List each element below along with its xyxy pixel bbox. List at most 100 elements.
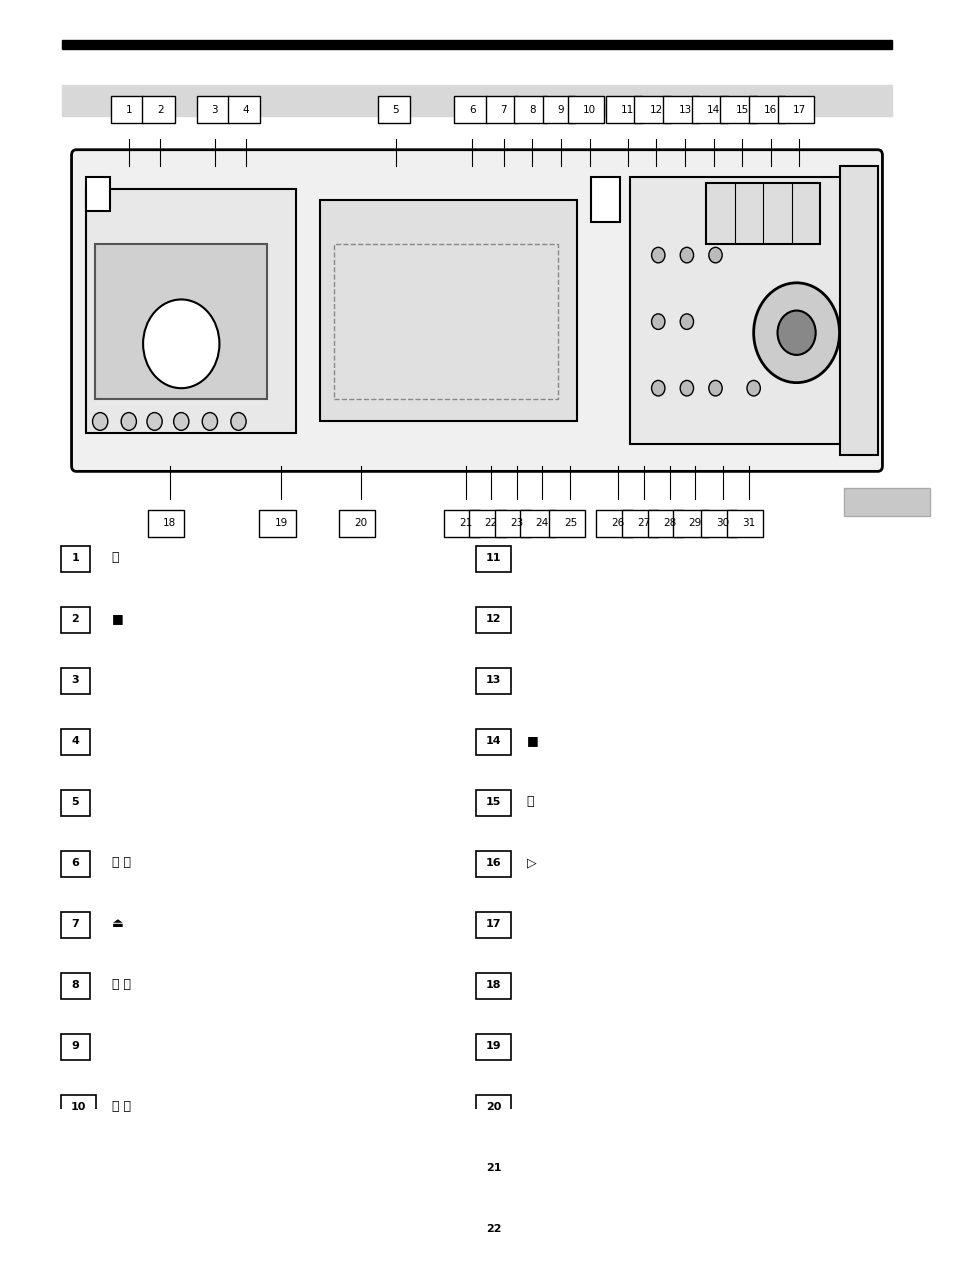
Bar — [629, 177, 858, 443]
Text: 9: 9 — [71, 1041, 79, 1051]
FancyBboxPatch shape — [476, 1094, 511, 1121]
FancyBboxPatch shape — [514, 97, 546, 124]
Text: 14: 14 — [706, 104, 720, 115]
FancyBboxPatch shape — [476, 851, 511, 878]
Text: ■: ■ — [526, 734, 537, 748]
Text: 22: 22 — [484, 519, 497, 529]
Text: ⏸: ⏸ — [526, 795, 534, 809]
FancyBboxPatch shape — [596, 510, 632, 536]
Circle shape — [746, 381, 760, 396]
Text: 16: 16 — [763, 104, 777, 115]
Text: 18: 18 — [163, 519, 176, 529]
FancyBboxPatch shape — [61, 668, 90, 694]
FancyBboxPatch shape — [469, 510, 505, 536]
Text: 8: 8 — [71, 980, 79, 990]
FancyBboxPatch shape — [548, 510, 584, 536]
FancyBboxPatch shape — [605, 97, 641, 124]
Circle shape — [651, 247, 664, 262]
Text: 29: 29 — [687, 519, 700, 529]
FancyBboxPatch shape — [485, 97, 517, 124]
FancyBboxPatch shape — [148, 510, 184, 536]
Text: 13: 13 — [485, 675, 501, 685]
Text: 2: 2 — [71, 614, 79, 624]
Text: 15: 15 — [485, 796, 501, 806]
Text: 3: 3 — [212, 104, 217, 115]
Text: 26: 26 — [611, 519, 624, 529]
FancyBboxPatch shape — [61, 1033, 90, 1060]
Text: 31: 31 — [741, 519, 755, 529]
FancyBboxPatch shape — [647, 510, 683, 536]
Bar — [334, 245, 558, 399]
Circle shape — [708, 247, 721, 262]
Text: 21: 21 — [458, 519, 472, 529]
FancyBboxPatch shape — [476, 972, 511, 999]
Bar — [319, 200, 577, 422]
FancyBboxPatch shape — [61, 972, 90, 999]
Bar — [839, 167, 877, 455]
Circle shape — [121, 413, 136, 431]
FancyBboxPatch shape — [476, 729, 511, 755]
FancyBboxPatch shape — [61, 729, 90, 755]
Circle shape — [92, 413, 108, 431]
Text: 30: 30 — [716, 519, 729, 529]
Text: ■: ■ — [112, 613, 123, 626]
Circle shape — [143, 299, 219, 389]
Text: 20: 20 — [485, 1102, 501, 1112]
Text: 7: 7 — [500, 104, 506, 115]
Circle shape — [708, 381, 721, 396]
FancyBboxPatch shape — [634, 97, 670, 124]
Text: 25: 25 — [563, 519, 577, 529]
Text: 3: 3 — [71, 675, 79, 685]
FancyBboxPatch shape — [726, 510, 762, 536]
FancyBboxPatch shape — [228, 97, 260, 124]
Text: 23: 23 — [510, 519, 523, 529]
Circle shape — [202, 413, 217, 431]
Text: 21: 21 — [485, 1163, 501, 1173]
FancyBboxPatch shape — [476, 668, 511, 694]
Bar — [86, 177, 110, 210]
Text: ⏮ ⏭: ⏮ ⏭ — [112, 856, 131, 869]
FancyBboxPatch shape — [142, 97, 174, 124]
FancyBboxPatch shape — [61, 545, 90, 572]
Text: 12: 12 — [485, 614, 501, 624]
FancyBboxPatch shape — [542, 97, 575, 124]
Text: 13: 13 — [678, 104, 691, 115]
Text: 7: 7 — [71, 919, 79, 929]
FancyBboxPatch shape — [259, 510, 295, 536]
Circle shape — [651, 313, 664, 330]
Circle shape — [173, 413, 189, 431]
Text: 20: 20 — [354, 519, 367, 529]
FancyBboxPatch shape — [748, 97, 784, 124]
Bar — [843, 488, 929, 516]
Text: 1: 1 — [71, 553, 79, 563]
Text: 12: 12 — [649, 104, 662, 115]
FancyBboxPatch shape — [61, 790, 90, 817]
Bar — [591, 177, 619, 222]
Text: 1: 1 — [126, 104, 132, 115]
Circle shape — [679, 381, 693, 396]
Text: ⓘ: ⓘ — [112, 552, 119, 564]
Circle shape — [777, 311, 815, 355]
FancyBboxPatch shape — [476, 1217, 511, 1243]
Text: 10: 10 — [582, 104, 596, 115]
FancyBboxPatch shape — [476, 912, 511, 938]
Text: 16: 16 — [485, 857, 501, 868]
FancyBboxPatch shape — [196, 97, 229, 124]
FancyBboxPatch shape — [454, 97, 486, 124]
Circle shape — [679, 313, 693, 330]
Circle shape — [679, 247, 693, 262]
FancyBboxPatch shape — [338, 510, 375, 536]
FancyBboxPatch shape — [377, 97, 410, 124]
Bar — [62, 85, 891, 116]
FancyBboxPatch shape — [61, 606, 90, 633]
FancyBboxPatch shape — [519, 510, 556, 536]
Text: 17: 17 — [792, 104, 805, 115]
Text: 28: 28 — [662, 519, 676, 529]
Bar — [86, 189, 295, 433]
Text: 27: 27 — [637, 519, 650, 529]
FancyBboxPatch shape — [621, 510, 658, 536]
Text: 8: 8 — [529, 104, 535, 115]
FancyBboxPatch shape — [443, 510, 479, 536]
Text: 6: 6 — [469, 104, 475, 115]
FancyBboxPatch shape — [691, 97, 727, 124]
